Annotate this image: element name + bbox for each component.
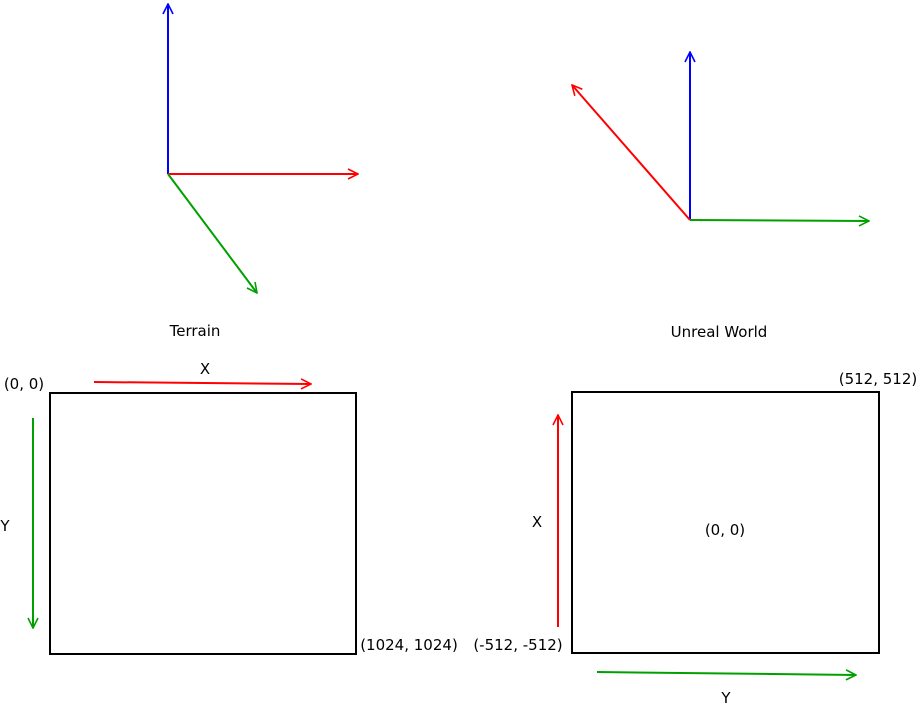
terrain-corner-label: (1024, 1024) [360, 636, 458, 654]
unreal-map-y-label: Y [720, 689, 731, 707]
terrain-map-y-label: Y [0, 517, 10, 535]
unreal-corner-max-label: (512, 512) [839, 370, 916, 388]
unreal-caption: Unreal World [671, 323, 768, 341]
unreal-map-y-arrow [596, 672, 856, 675]
terrain-bounds-rect [49, 392, 357, 655]
unreal-y-axis-arrow [689, 220, 869, 221]
terrain-caption: Terrain [169, 322, 221, 340]
unreal-bounds-rect [571, 391, 880, 654]
terrain-map: X Y (0, 0) (1024, 1024) [0, 360, 458, 655]
terrain-map-x-label: X [200, 360, 210, 378]
unreal-x-axis-arrow [572, 85, 691, 221]
unreal-axes [572, 52, 869, 221]
terrain-origin-label: (0, 0) [4, 375, 44, 393]
unreal-center-label: (0, 0) [705, 521, 745, 539]
unreal-map-x-label: X [532, 513, 542, 531]
unreal-corner-min-label: (-512, -512) [473, 636, 562, 654]
unreal-map: X Y (0, 0) (512, 512) (-512, -512) [473, 370, 916, 707]
terrain-y-axis-arrow [167, 173, 257, 293]
terrain-map-x-arrow [93, 382, 311, 384]
terrain-axes [168, 4, 358, 293]
